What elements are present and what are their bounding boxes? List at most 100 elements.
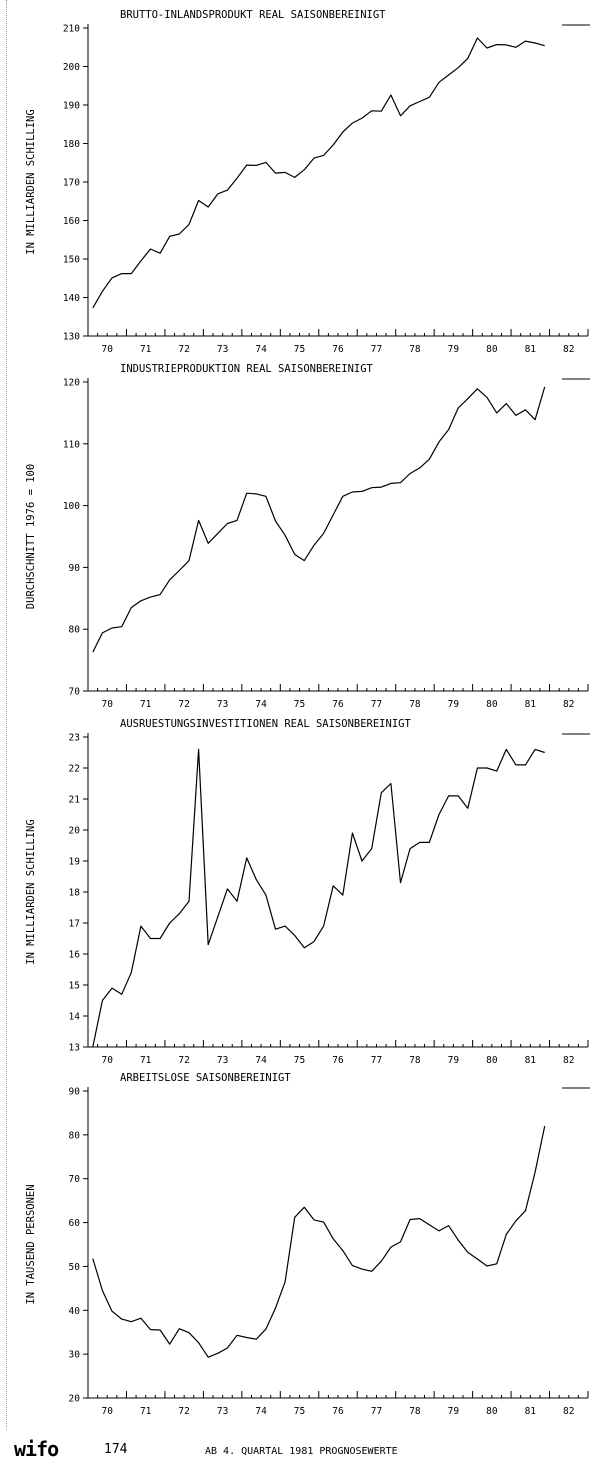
y-tick-label: 110 <box>63 439 80 450</box>
y-axis-label: IN MILLIARDEN SCHILLING <box>25 819 37 964</box>
x-tick-label: 81 <box>525 1055 537 1066</box>
x-tick-label: 76 <box>332 1055 344 1066</box>
x-tick-label: 75 <box>294 344 305 355</box>
series-line <box>92 1125 546 1358</box>
y-tick-label: 80 <box>69 1130 81 1141</box>
y-tick-label: 140 <box>63 293 80 304</box>
x-tick-label: 72 <box>178 699 189 710</box>
y-tick-label: 170 <box>63 178 80 189</box>
y-tick-label: 150 <box>63 255 80 266</box>
x-tick-label: 78 <box>409 1055 421 1066</box>
x-tick-label: 71 <box>140 699 152 710</box>
x-tick-label: 76 <box>332 1406 344 1417</box>
y-tick-label: 13 <box>69 1043 80 1054</box>
y-tick-label: 200 <box>63 62 80 73</box>
x-tick-label: 73 <box>217 1406 228 1417</box>
y-tick-label: 18 <box>69 888 81 899</box>
series-line <box>92 386 546 653</box>
x-tick-label: 79 <box>448 699 460 710</box>
x-tick-label: 81 <box>525 699 537 710</box>
x-tick-label: 71 <box>140 1406 152 1417</box>
y-tick-label: 70 <box>69 687 81 698</box>
x-tick-label: 79 <box>448 344 460 355</box>
y-tick-label: 20 <box>69 1394 81 1405</box>
y-tick-label: 14 <box>69 1012 81 1023</box>
x-tick-label: 74 <box>255 344 267 355</box>
x-tick-label: 76 <box>332 344 344 355</box>
x-tick-label: 80 <box>486 344 498 355</box>
x-tick-label: 82 <box>563 344 574 355</box>
x-tick-label: 73 <box>217 344 228 355</box>
x-tick-label: 80 <box>486 1055 498 1066</box>
y-tick-label: 120 <box>63 378 80 389</box>
y-tick-label: 90 <box>69 1087 81 1098</box>
x-tick-label: 72 <box>178 344 189 355</box>
x-tick-label: 81 <box>525 344 537 355</box>
left-margin-rule <box>6 0 7 1430</box>
chart-panel-3: AUSRUESTUNGSINVESTITIONEN REAL SAISONBER… <box>25 718 590 1066</box>
x-tick-label: 73 <box>217 699 228 710</box>
forecast-note: AB 4. QUARTAL 1981 PROGNOSEWERTE <box>205 1446 398 1457</box>
y-tick-label: 100 <box>63 501 80 512</box>
x-tick-label: 71 <box>140 344 152 355</box>
x-tick-label: 82 <box>563 1406 574 1417</box>
series-line <box>92 37 545 309</box>
y-tick-label: 21 <box>69 795 81 806</box>
x-tick-label: 71 <box>140 1055 152 1066</box>
y-tick-label: 40 <box>69 1306 81 1317</box>
y-tick-label: 90 <box>69 563 81 574</box>
x-tick-label: 80 <box>486 1406 498 1417</box>
x-tick-label: 78 <box>409 699 421 710</box>
x-tick-label: 74 <box>255 1055 267 1066</box>
x-tick-label: 75 <box>294 1055 305 1066</box>
x-tick-label: 74 <box>255 1406 267 1417</box>
x-tick-label: 78 <box>409 1406 421 1417</box>
x-tick-label: 74 <box>255 699 267 710</box>
y-tick-label: 20 <box>69 826 81 837</box>
y-tick-label: 70 <box>69 1174 81 1185</box>
x-tick-label: 75 <box>294 699 305 710</box>
y-tick-label: 17 <box>69 919 80 930</box>
chart-title: ARBEITSLOSE SAISONBEREINIGT <box>120 1072 291 1084</box>
x-tick-label: 70 <box>102 699 114 710</box>
y-axis-label: IN MILLIARDEN SCHILLING <box>25 109 37 254</box>
x-tick-label: 70 <box>102 344 114 355</box>
chart-panel-2: INDUSTRIEPRODUKTION REAL SAISONBEREINIGT… <box>25 363 590 710</box>
chart-title: AUSRUESTUNGSINVESTITIONEN REAL SAISONBER… <box>120 718 411 730</box>
y-tick-label: 23 <box>69 733 80 744</box>
x-tick-label: 73 <box>217 1055 228 1066</box>
x-tick-label: 72 <box>178 1055 189 1066</box>
chart-panel-1: BRUTTO-INLANDSPRODUKT REAL SAISONBEREINI… <box>25 9 590 355</box>
page-number: 174 <box>104 1442 128 1457</box>
x-tick-label: 82 <box>563 699 574 710</box>
x-tick-label: 77 <box>371 1406 382 1417</box>
x-tick-label: 76 <box>332 699 344 710</box>
x-tick-label: 77 <box>371 699 382 710</box>
chart-title: BRUTTO-INLANDSPRODUKT REAL SAISONBEREINI… <box>120 9 386 21</box>
y-tick-label: 60 <box>69 1218 81 1229</box>
y-tick-label: 30 <box>69 1350 81 1361</box>
x-tick-label: 82 <box>563 1055 574 1066</box>
y-tick-label: 22 <box>69 764 80 775</box>
series-line <box>92 748 545 1048</box>
y-tick-label: 160 <box>63 216 80 227</box>
y-axis-label: DURCHSCHNITT 1976 = 100 <box>25 464 37 609</box>
chart-title: INDUSTRIEPRODUKTION REAL SAISONBEREINIGT <box>120 363 374 375</box>
x-tick-label: 79 <box>448 1406 460 1417</box>
x-tick-label: 79 <box>448 1055 460 1066</box>
x-tick-label: 77 <box>371 1055 382 1066</box>
y-tick-label: 130 <box>63 332 80 343</box>
y-tick-label: 19 <box>69 857 81 868</box>
y-axis-label: IN TAUSEND PERSONEN <box>25 1184 37 1304</box>
chart-panel-4: ARBEITSLOSE SAISONBEREINIGT IN TAUSEND PE… <box>25 1072 590 1417</box>
x-tick-label: 77 <box>371 344 382 355</box>
wifo-logo: wifo <box>14 1437 59 1461</box>
y-tick-label: 16 <box>69 950 81 961</box>
y-tick-label: 80 <box>69 625 81 636</box>
x-tick-label: 72 <box>178 1406 189 1417</box>
x-tick-label: 81 <box>525 1406 537 1417</box>
y-tick-label: 15 <box>69 981 80 992</box>
x-tick-label: 70 <box>102 1055 114 1066</box>
x-tick-label: 78 <box>409 344 421 355</box>
